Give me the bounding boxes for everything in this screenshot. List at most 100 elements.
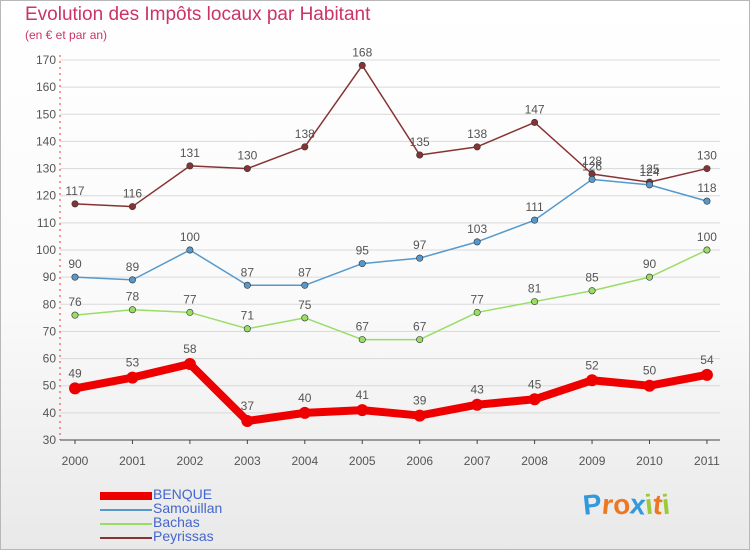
data-point — [128, 276, 136, 284]
data-label: 100 — [180, 230, 200, 244]
y-tick-label: 120 — [36, 189, 56, 203]
data-label: 87 — [298, 265, 312, 279]
data-point — [473, 143, 481, 151]
series-line-bachas — [74, 249, 708, 341]
data-label: 54 — [700, 353, 714, 367]
y-tick-label: 80 — [43, 297, 57, 311]
data-point — [416, 336, 424, 344]
y-tick-label: 30 — [43, 433, 57, 447]
data-label: 39 — [413, 394, 427, 408]
data-point — [69, 382, 81, 395]
legend-label: BENQUE — [153, 486, 213, 502]
data-point — [243, 281, 251, 289]
y-tick-label: 170 — [36, 53, 56, 67]
data-point — [358, 336, 366, 344]
data-label: 58 — [183, 342, 197, 356]
x-tick-label: 2011 — [694, 454, 720, 468]
series-line-peyrissas — [74, 64, 708, 208]
data-point — [703, 246, 711, 254]
data-label: 77 — [183, 292, 197, 306]
x-tick-label: 2003 — [234, 454, 261, 468]
data-point — [128, 203, 136, 211]
x-tick-label: 2002 — [177, 454, 204, 468]
data-point — [128, 306, 136, 314]
legend-item-samouillan: Samouillan — [100, 500, 300, 516]
data-point — [71, 273, 79, 281]
x-tick-label: 2000 — [62, 454, 89, 468]
data-point — [71, 200, 79, 208]
y-tick-label: 60 — [43, 352, 57, 366]
data-label: 67 — [356, 320, 370, 334]
data-point — [703, 165, 711, 173]
y-tick-label: 130 — [36, 162, 56, 176]
data-point — [645, 181, 653, 189]
data-label: 131 — [180, 146, 200, 160]
data-point — [298, 406, 311, 419]
data-point — [301, 314, 309, 322]
series-line-benque — [71, 360, 711, 425]
data-label: 90 — [68, 257, 82, 271]
data-point — [703, 197, 711, 205]
data-label: 168 — [352, 45, 372, 59]
data-label: 135 — [410, 135, 430, 149]
data-point — [531, 118, 539, 126]
legend-item-benque: BENQUE — [100, 486, 300, 502]
y-tick-label: 150 — [36, 107, 56, 121]
legend-item-bachas: Bachas — [100, 514, 300, 530]
x-tick-label: 2008 — [521, 454, 548, 468]
data-point — [645, 273, 653, 281]
data-label: 75 — [298, 298, 312, 312]
logo-letter: i — [660, 488, 672, 521]
data-label: 124 — [639, 165, 659, 179]
data-label: 95 — [356, 244, 370, 258]
data-point — [471, 398, 484, 411]
legend-swatch — [100, 537, 152, 539]
legend-label: Samouillan — [153, 500, 223, 516]
data-label: 67 — [413, 320, 427, 334]
data-label: 128 — [582, 154, 602, 168]
data-point — [473, 308, 481, 316]
data-point — [416, 254, 424, 262]
x-tick-label: 2001 — [119, 454, 146, 468]
y-tick-label: 160 — [36, 80, 56, 94]
x-tick-label: 2006 — [406, 454, 433, 468]
x-tick-label: 2007 — [464, 454, 491, 468]
data-point — [126, 371, 139, 384]
data-label: 53 — [126, 356, 140, 370]
data-point — [243, 325, 251, 333]
data-label: 90 — [643, 257, 657, 271]
data-label: 45 — [528, 377, 542, 391]
data-label: 147 — [525, 102, 545, 116]
legend-item-peyrissas: Peyrissas — [100, 528, 300, 544]
legend-label: Peyrissas — [153, 528, 214, 544]
data-label: 103 — [467, 222, 487, 236]
y-tick-label: 110 — [37, 216, 56, 230]
legend-swatch — [100, 523, 152, 525]
data-point — [186, 308, 194, 316]
data-label: 52 — [585, 358, 599, 372]
data-point — [241, 415, 254, 427]
data-point — [243, 165, 251, 173]
data-point — [416, 151, 424, 159]
data-label: 50 — [643, 364, 657, 378]
data-point — [473, 238, 481, 246]
data-label: 116 — [123, 187, 142, 201]
data-point — [588, 175, 596, 183]
data-point — [183, 358, 196, 370]
data-point — [531, 298, 539, 306]
data-label: 87 — [241, 265, 255, 279]
data-point — [700, 368, 713, 381]
x-tick-label: 2009 — [579, 454, 606, 468]
data-label: 41 — [356, 388, 370, 402]
legend-swatch — [100, 492, 152, 500]
data-label: 138 — [295, 127, 315, 141]
data-label: 78 — [126, 290, 140, 304]
data-label: 37 — [241, 399, 255, 413]
y-tick-label: 140 — [36, 134, 56, 148]
data-point — [356, 404, 369, 417]
data-point — [413, 409, 426, 422]
data-label: 100 — [697, 230, 717, 244]
data-point — [643, 379, 656, 392]
data-label: 130 — [237, 149, 257, 163]
